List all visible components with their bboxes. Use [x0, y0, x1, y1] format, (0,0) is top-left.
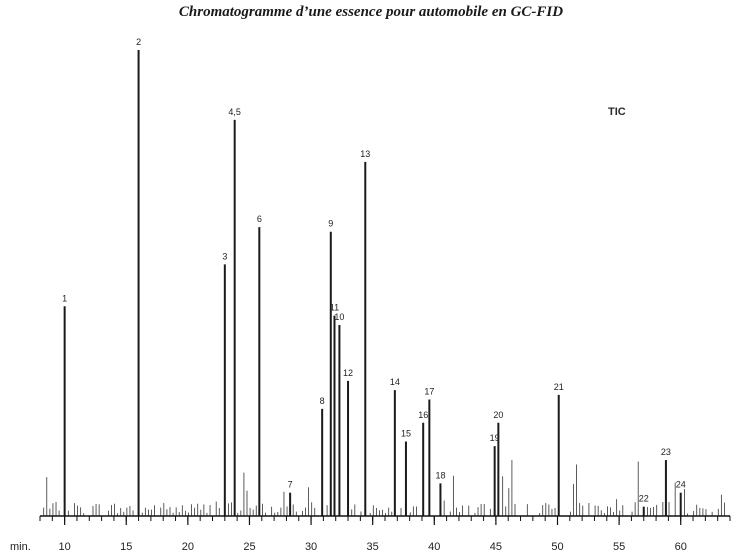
peak-label-3: 3	[222, 251, 227, 261]
x-tick-label: 40	[428, 541, 440, 553]
x-tick-label: 30	[305, 541, 317, 553]
x-axis-label: min.	[10, 541, 31, 553]
trace-layer	[43, 50, 725, 516]
x-tick-label: 35	[367, 541, 379, 553]
peak-label-1: 1	[62, 293, 67, 303]
x-axis: 10 15 20 25 30 35 40 45 50 55 60 min.	[10, 515, 731, 553]
peak-label-17: 17	[424, 387, 434, 397]
x-tick-label: 25	[243, 541, 255, 553]
x-tick-label: 10	[59, 541, 71, 553]
x-tick-label: 50	[551, 541, 563, 553]
peak-label-19: 19	[490, 433, 500, 443]
peak-label-8: 8	[320, 396, 325, 406]
peak-label-2: 2	[136, 37, 141, 47]
peak-label-18: 18	[435, 470, 445, 480]
peak-label-4,5: 4,5	[228, 107, 241, 117]
peak-label-14: 14	[390, 377, 400, 387]
x-tick-label: 20	[182, 541, 194, 553]
peak-label-15: 15	[401, 428, 411, 438]
peak-label-6: 6	[257, 214, 262, 224]
peak-label-9: 9	[328, 219, 333, 229]
peak-label-10: 10	[334, 312, 344, 322]
peak-label-16: 16	[418, 410, 428, 420]
x-tick-label: 15	[120, 541, 132, 553]
peak-label-20: 20	[493, 410, 503, 420]
peak-label-13: 13	[360, 149, 370, 159]
peak-label-21: 21	[554, 382, 564, 392]
chart-title: Chromatogramme d’une essence pour automo…	[178, 4, 564, 20]
x-tick-label: 55	[613, 541, 625, 553]
peak-label-7: 7	[288, 480, 293, 490]
peak-label-24: 24	[676, 480, 686, 490]
x-tick-label: 60	[675, 541, 687, 553]
peak-label-11: 11	[330, 303, 339, 313]
x-tick-label: 45	[490, 541, 502, 553]
detector-label: TIC	[608, 106, 626, 118]
peak-label-23: 23	[661, 447, 671, 457]
peak-label-12: 12	[343, 368, 353, 378]
peak-label-22: 22	[639, 494, 649, 504]
